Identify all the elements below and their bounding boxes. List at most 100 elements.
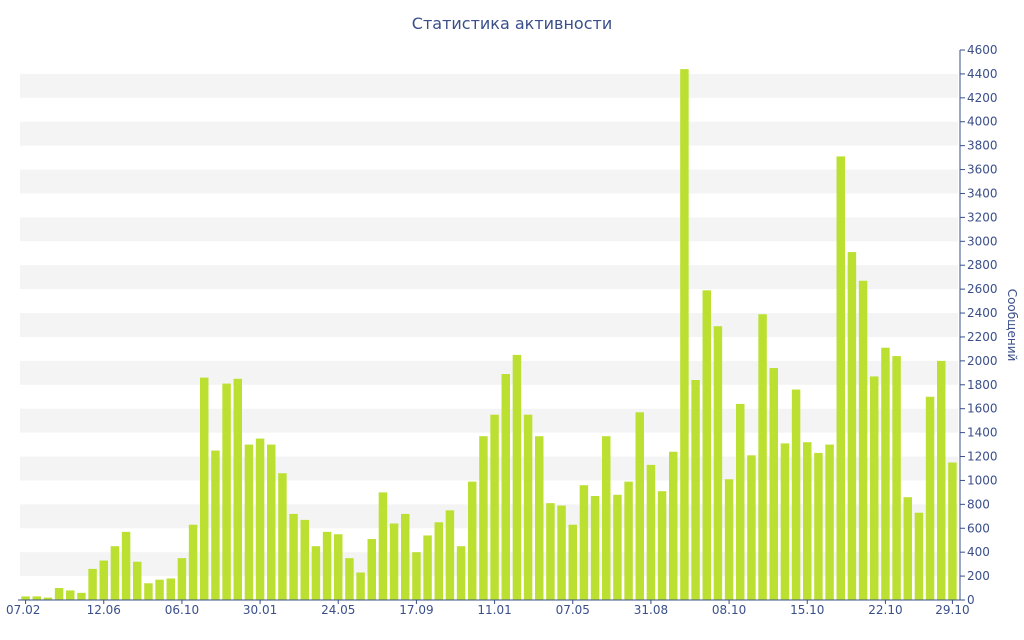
bar[interactable] — [378, 492, 388, 600]
bar[interactable] — [188, 524, 198, 600]
bar[interactable] — [289, 513, 298, 600]
bar[interactable] — [669, 451, 678, 600]
bar[interactable] — [110, 546, 120, 600]
bar[interactable] — [456, 546, 466, 600]
bar[interactable] — [624, 481, 633, 600]
grid-band — [20, 217, 958, 242]
bar[interactable] — [412, 552, 421, 600]
bar[interactable] — [791, 389, 801, 600]
bar[interactable] — [200, 377, 209, 600]
bar[interactable] — [222, 383, 231, 600]
bar[interactable] — [88, 568, 97, 600]
bar[interactable] — [858, 280, 868, 600]
bar[interactable] — [702, 290, 711, 600]
bar[interactable] — [434, 522, 443, 600]
grid-band — [20, 552, 958, 577]
bar[interactable] — [535, 436, 544, 600]
bar[interactable] — [177, 558, 187, 600]
grid-band — [20, 169, 958, 194]
bar[interactable] — [121, 531, 131, 600]
bar[interactable] — [233, 378, 242, 600]
bar[interactable] — [244, 444, 254, 600]
grid-band — [20, 73, 958, 98]
bar[interactable] — [300, 519, 309, 600]
bar[interactable] — [769, 368, 778, 600]
bar[interactable] — [468, 481, 477, 600]
bar[interactable] — [21, 596, 30, 600]
bar[interactable] — [613, 494, 622, 600]
bar[interactable] — [914, 512, 924, 600]
bar[interactable] — [948, 462, 957, 601]
x-tick-label: 17.09 — [399, 603, 433, 617]
bar[interactable] — [602, 436, 611, 600]
bar[interactable] — [937, 360, 946, 600]
grid-band — [20, 265, 958, 290]
bar[interactable] — [680, 69, 689, 600]
bar[interactable] — [758, 314, 767, 600]
bar[interactable] — [367, 539, 376, 600]
bar[interactable] — [311, 546, 321, 600]
bar[interactable] — [892, 356, 901, 600]
bar[interactable] — [590, 495, 600, 600]
bar[interactable] — [445, 510, 455, 600]
bar[interactable] — [255, 438, 265, 600]
bar[interactable] — [825, 444, 834, 600]
bar[interactable] — [713, 326, 723, 600]
bar[interactable] — [211, 450, 220, 600]
y-tick-label: 800 — [967, 497, 990, 511]
bar[interactable] — [836, 156, 845, 601]
bar[interactable] — [557, 505, 566, 600]
bar[interactable] — [780, 443, 790, 600]
y-tick-label: 400 — [967, 545, 990, 559]
bar[interactable] — [691, 380, 700, 600]
bar[interactable] — [155, 579, 164, 600]
bar[interactable] — [635, 412, 644, 600]
y-tick-label: 3200 — [967, 210, 998, 224]
bar[interactable] — [803, 442, 812, 600]
bar[interactable] — [747, 455, 756, 600]
bar[interactable] — [814, 452, 823, 600]
y-tick-label: 1200 — [967, 450, 998, 464]
bar[interactable] — [322, 531, 332, 600]
bar[interactable] — [32, 596, 41, 600]
x-tick-label: 22.10 — [868, 603, 902, 617]
bar[interactable] — [646, 464, 656, 600]
y-tick-label: 1600 — [967, 402, 998, 416]
bar[interactable] — [870, 376, 879, 600]
bar[interactable] — [501, 374, 510, 600]
bar[interactable] — [334, 534, 343, 600]
bar[interactable] — [99, 560, 108, 600]
bar[interactable] — [54, 588, 64, 600]
bar[interactable] — [401, 513, 410, 600]
bar[interactable] — [479, 436, 488, 600]
bar[interactable] — [423, 535, 432, 600]
bar[interactable] — [43, 597, 53, 600]
bar[interactable] — [133, 561, 142, 600]
bar[interactable] — [389, 523, 399, 600]
bar[interactable] — [579, 485, 589, 600]
bar[interactable] — [345, 558, 354, 600]
bar[interactable] — [166, 578, 175, 600]
bar[interactable] — [903, 497, 912, 600]
bar[interactable] — [490, 414, 499, 600]
bar[interactable] — [546, 503, 555, 600]
bar[interactable] — [736, 403, 745, 600]
bar[interactable] — [657, 491, 667, 600]
grid-band — [20, 360, 958, 385]
bar[interactable] — [144, 583, 153, 600]
bar[interactable] — [278, 473, 287, 600]
bar[interactable] — [512, 354, 522, 600]
y-tick-label: 3000 — [967, 234, 998, 248]
bar[interactable] — [724, 479, 734, 600]
y-axis-label: Сообщений — [1005, 288, 1019, 362]
bar[interactable] — [77, 592, 86, 600]
bar[interactable] — [568, 524, 577, 600]
bar[interactable] — [356, 572, 365, 601]
y-tick-label: 200 — [967, 569, 990, 583]
bar[interactable] — [523, 414, 533, 600]
bar[interactable] — [881, 347, 890, 600]
bar[interactable] — [847, 252, 857, 600]
bar[interactable] — [66, 590, 75, 600]
bar[interactable] — [925, 396, 935, 600]
bar[interactable] — [267, 444, 276, 600]
